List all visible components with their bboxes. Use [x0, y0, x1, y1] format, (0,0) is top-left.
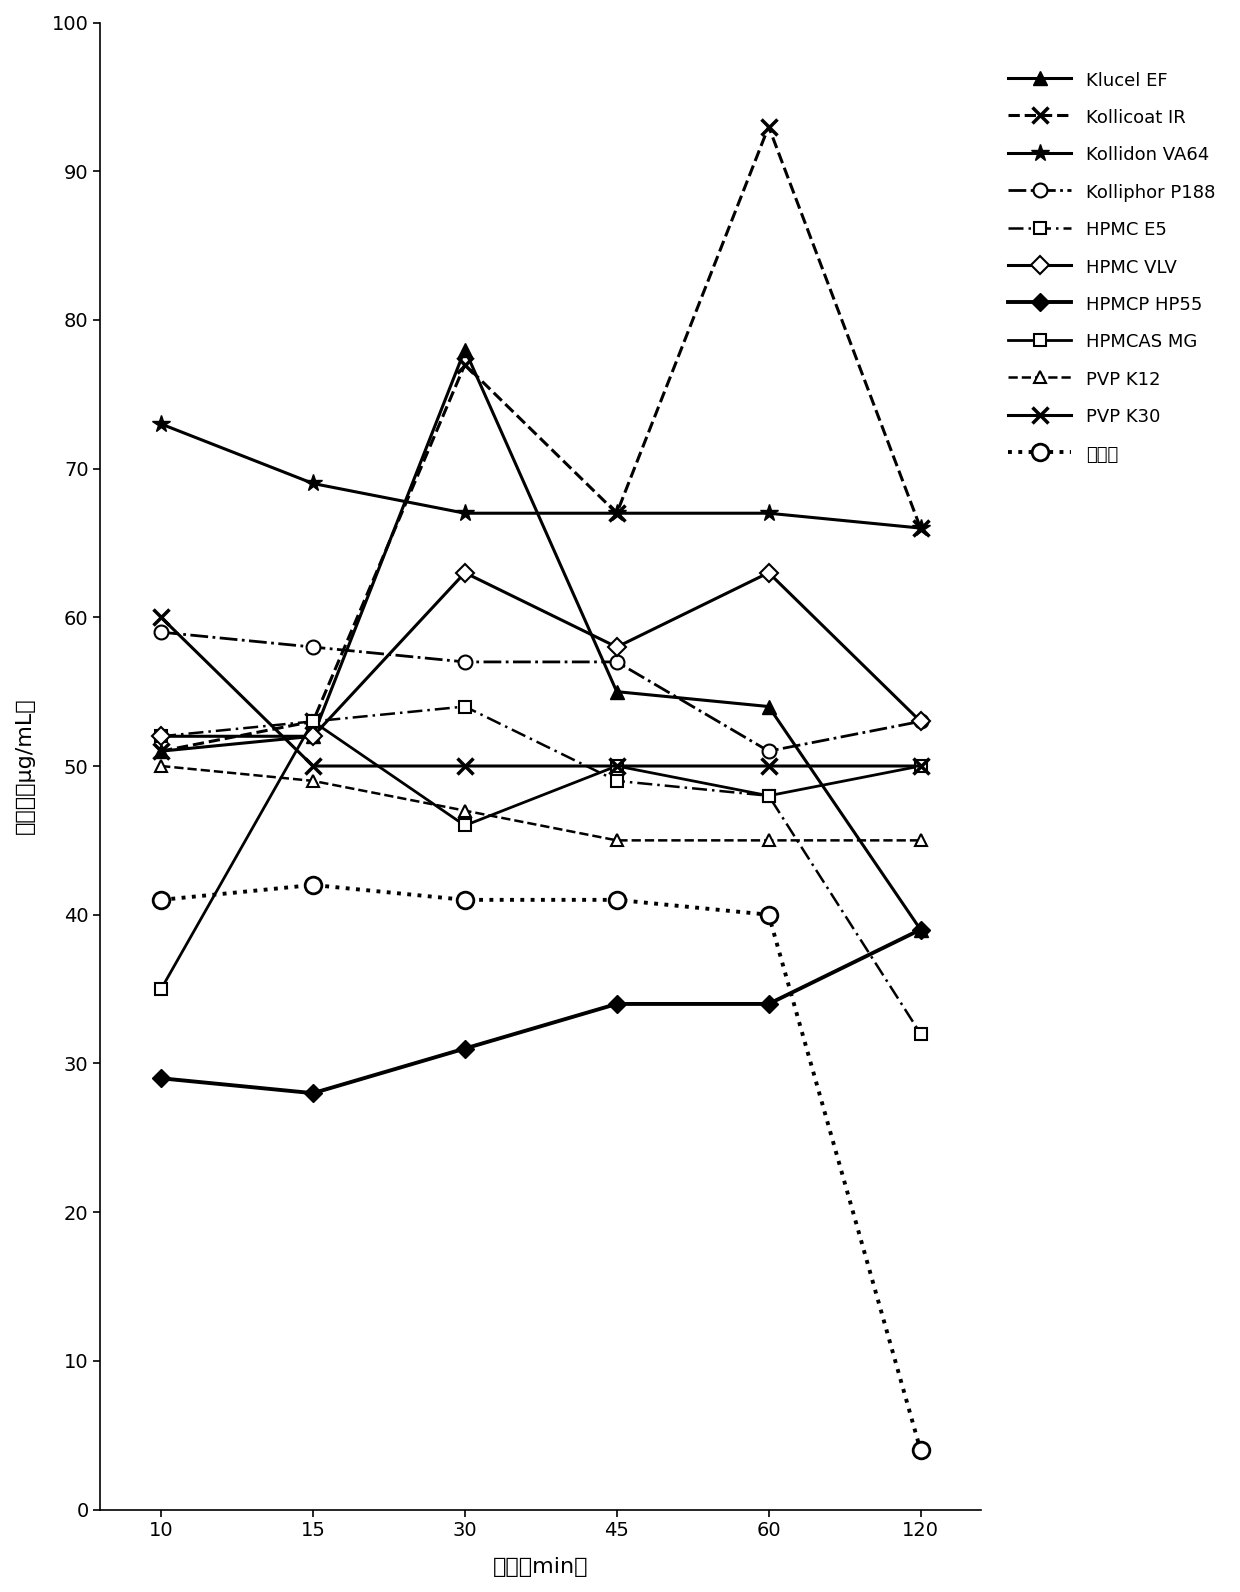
Y-axis label: 溶解度（μg/mL）: 溶解度（μg/mL）	[15, 697, 35, 834]
Legend: Klucel EF, Kollicoat IR, Kollidon VA64, Kolliphor P188, HPMC E5, HPMC VLV, HPMCP: Klucel EF, Kollicoat IR, Kollidon VA64, …	[999, 60, 1224, 473]
X-axis label: 时间（min）: 时间（min）	[494, 1557, 589, 1578]
